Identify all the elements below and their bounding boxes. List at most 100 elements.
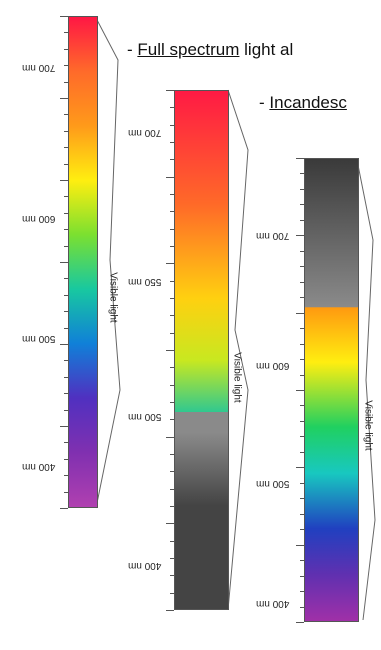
- tick-mark: [300, 405, 304, 407]
- tick-mark: [170, 124, 174, 126]
- tick-mark: [64, 163, 68, 165]
- tick-mark: [300, 451, 304, 453]
- tick-mark: [64, 327, 68, 329]
- tick-mark: [300, 173, 304, 175]
- tick-mark: [300, 219, 304, 221]
- tick-mark: [64, 458, 68, 460]
- tick-mark: [170, 107, 174, 109]
- tick-mark: [300, 188, 304, 190]
- tick-mark: [64, 442, 68, 444]
- side-label-incandescent: Visible light: [362, 400, 374, 451]
- tick-mark: [300, 482, 304, 484]
- tick-mark: [170, 367, 174, 369]
- tick-mark: [170, 246, 174, 247]
- tick-mark: [170, 575, 174, 577]
- tick-mark: [60, 98, 68, 99]
- tick-mark: [170, 298, 174, 299]
- tick-mark: [170, 471, 174, 473]
- tick-mark: [170, 228, 174, 230]
- tick-mark: [64, 114, 68, 116]
- tick-mark: [64, 196, 68, 198]
- tick-mark: [300, 591, 304, 593]
- tick-mark: [300, 498, 304, 500]
- caption-full-spectrum-underlined: Full spectrum: [137, 40, 240, 59]
- tick-mark: [300, 420, 304, 422]
- tick-mark: [64, 32, 68, 34]
- side-label-partial: Visible light: [231, 352, 243, 403]
- spectrum-bar-partial: [174, 90, 229, 610]
- tick-mark: [300, 560, 304, 562]
- tick-mark: [300, 436, 304, 438]
- tick-mark: [300, 359, 304, 361]
- tick-mark: [300, 529, 304, 531]
- tick-mark: [300, 266, 304, 268]
- tick-mark: [296, 235, 304, 237]
- tick-mark: [166, 176, 174, 178]
- tick-mark: [64, 212, 68, 214]
- tick-mark: [300, 281, 304, 283]
- tick-mark: [64, 360, 68, 362]
- spectrum-bar-incandescent: [304, 158, 359, 622]
- tick-mark: [170, 142, 174, 143]
- tick-label-500-c: 500 nm: [256, 478, 290, 489]
- tick-mark: [170, 506, 174, 507]
- tick-mark: [166, 610, 174, 611]
- tick-mark: [300, 250, 304, 252]
- tick-mark: [64, 81, 68, 83]
- tick-label-700-b: 700 nm: [128, 127, 162, 138]
- tick-mark: [300, 575, 304, 577]
- tick-mark: [64, 311, 68, 313]
- tick-label-400-b: 400 nm: [128, 560, 162, 571]
- tick-mark: [300, 204, 304, 206]
- tick-mark: [60, 262, 68, 263]
- tick-mark: [60, 426, 68, 427]
- tick-mark: [170, 159, 174, 161]
- tick-mark: [300, 328, 304, 330]
- tick-mark: [170, 332, 174, 334]
- tick-mark: [64, 393, 68, 395]
- tick-mark: [300, 606, 304, 608]
- tick-label-700-c: 700 nm: [256, 230, 290, 241]
- tick-mark: [300, 343, 304, 345]
- caption-incandescent: - Incandesc: [259, 93, 347, 112]
- tick-mark: [64, 147, 68, 149]
- tick-mark: [296, 158, 304, 159]
- tick-label-700: 700 nm: [22, 62, 56, 73]
- tick-label-550-b: 550 nm: [128, 276, 162, 287]
- tick-mark: [170, 488, 174, 490]
- tick-mark: [170, 194, 174, 195]
- tick-label-400-c: 400 nm: [256, 598, 290, 609]
- tick-mark: [170, 280, 174, 282]
- tick-mark: [166, 350, 174, 351]
- tick-label-500: 500 nm: [22, 333, 56, 344]
- tick-mark: [170, 315, 174, 317]
- tick-label-600-c: 600 nm: [256, 360, 290, 371]
- tick-mark: [296, 390, 304, 391]
- tick-mark: [64, 65, 68, 67]
- caption-full-spectrum: - Full spectrum light al: [127, 40, 294, 59]
- tick-mark: [296, 467, 304, 469]
- tick-mark: [166, 436, 174, 438]
- tick-mark: [166, 90, 174, 91]
- tick-mark: [60, 16, 68, 17]
- tick-mark: [170, 384, 174, 386]
- tick-mark: [170, 402, 174, 403]
- tick-mark: [64, 491, 68, 493]
- tick-mark: [296, 622, 304, 623]
- tick-mark: [60, 508, 68, 509]
- tick-mark: [64, 229, 68, 231]
- tick-mark: [64, 278, 68, 280]
- tick-mark: [64, 48, 68, 50]
- tick-mark: [170, 592, 174, 594]
- tick-mark: [64, 130, 68, 132]
- tick-mark: [64, 294, 68, 296]
- tick-mark: [296, 544, 304, 546]
- tick-mark: [300, 513, 304, 515]
- tick-mark: [296, 312, 304, 314]
- tick-mark: [170, 558, 174, 559]
- tick-label-600: 600 nm: [22, 213, 56, 224]
- tick-mark: [170, 419, 174, 421]
- tick-mark: [170, 540, 174, 542]
- tick-mark: [64, 409, 68, 411]
